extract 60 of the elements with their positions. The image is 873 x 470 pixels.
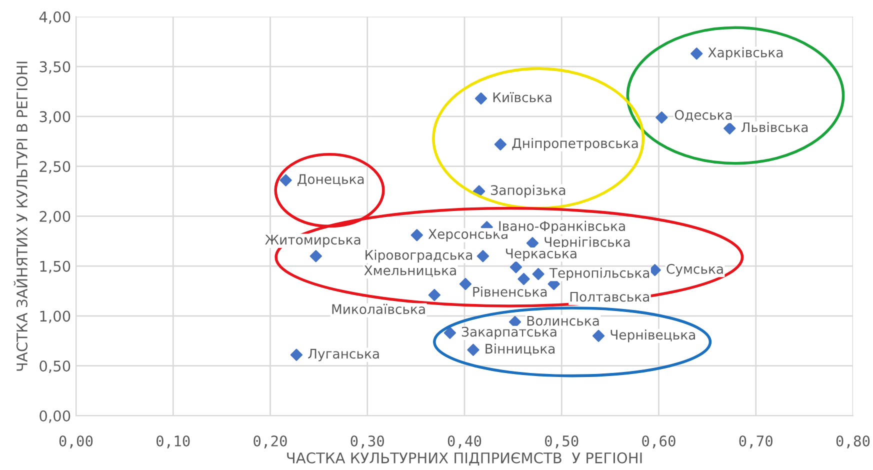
data-label: Одеська	[674, 110, 732, 122]
data-label: Закарпатська	[462, 326, 556, 340]
data-label: Волинська	[527, 316, 599, 326]
x-tick-label: 0,20	[254, 435, 287, 448]
data-label: Сумська	[666, 264, 723, 276]
data-label: Чернівецька	[610, 330, 695, 342]
data-label: Луганська	[308, 348, 379, 362]
point	[690, 48, 703, 60]
y-tick-label: 3,50	[40, 61, 70, 74]
y-tick-label: 1,50	[40, 260, 70, 274]
y-tick-label: 0,50	[40, 360, 70, 374]
point	[494, 138, 507, 150]
x-tick-label: 0,50	[545, 435, 578, 448]
point	[280, 174, 292, 186]
y-tick-label: 3,00	[40, 111, 70, 124]
x-tick-label: 0,60	[642, 435, 676, 448]
point	[290, 348, 303, 361]
data-label: Чернігівська	[544, 236, 630, 250]
point	[510, 261, 522, 274]
y-tick-label: 2,00	[40, 210, 70, 224]
point	[410, 229, 423, 242]
point	[592, 330, 605, 342]
data-label: Житомирська	[265, 234, 360, 248]
point	[428, 288, 440, 302]
x-tick-label: 0,10	[156, 435, 190, 448]
point	[474, 92, 488, 105]
y-tick-label: 4,00	[39, 11, 70, 24]
data-label: Хмельницька	[364, 266, 456, 277]
data-label: Запорізька	[491, 184, 566, 198]
point	[656, 111, 668, 124]
data-label: Черкаська	[506, 248, 576, 261]
point	[467, 344, 480, 356]
x-tick-label: 0,80	[836, 435, 870, 448]
point	[476, 250, 490, 262]
data-label: Кіровоградська	[366, 250, 472, 262]
x-tick-label: 0,00	[59, 435, 93, 448]
x-tick-label: 0,40	[448, 435, 482, 448]
point	[724, 122, 736, 134]
data-label: Львівська	[741, 122, 808, 132]
y-tick-label: 1,00	[40, 310, 70, 324]
x-tick-label: 0,30	[350, 435, 384, 448]
data-label: Харківська	[708, 47, 783, 60]
point	[532, 268, 544, 280]
data-label: Полтавська	[570, 292, 649, 302]
data-label: Тернопільська	[549, 268, 650, 280]
data-label: Миколаївська	[332, 304, 425, 314]
y-tick-label: 0,00	[40, 410, 70, 423]
point	[459, 278, 472, 290]
y-tick-label: 2,50	[40, 161, 70, 174]
data-label: Донецька	[298, 174, 364, 186]
data-label: Вінницька	[486, 343, 555, 356]
x-tick-label: 0,70	[739, 435, 772, 448]
data-label: Київська	[493, 92, 552, 102]
data-label: Дніпропетровська	[512, 138, 638, 151]
y-axis-title: ЧАСТКА ЗАЙНЯТИХ У КУЛЬТУРІ В РЕГІОНІ	[14, 62, 28, 371]
data-label: Рівненська	[473, 286, 547, 297]
point	[518, 272, 530, 286]
x-axis-title: ЧАСТКА КУЛЬТУРНИХ ПІДПРИЄМСТВ У РЕГІОНІ	[287, 452, 642, 466]
point	[444, 326, 456, 339]
point	[310, 250, 322, 262]
